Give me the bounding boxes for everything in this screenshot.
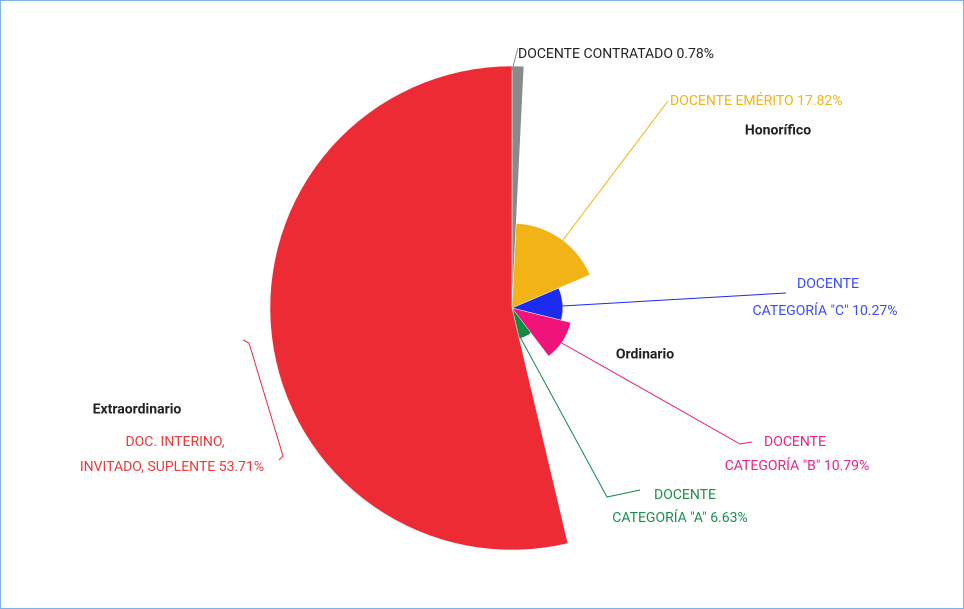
value-label: 10.27%: [852, 303, 897, 319]
leader-line: [511, 47, 519, 71]
value-label: 53.71%: [219, 459, 264, 475]
slice: [511, 223, 591, 309]
value-label: 0.78%: [676, 46, 714, 62]
label-name: DOCENTE EMÉRITO: [670, 91, 794, 109]
slice-label: INVITADO, SUPLENTE 53.71%: [80, 459, 264, 475]
slice-label: DOCENTE: [654, 487, 716, 503]
label-name: DOCENTE: [764, 434, 826, 450]
group-label: Honorífico: [745, 123, 811, 139]
slice: [269, 65, 569, 551]
slice-label: DOCENTE EMÉRITO 17.82%: [670, 91, 843, 109]
value-label: 10.79%: [824, 458, 869, 474]
label-name: DOCENTE: [797, 276, 859, 292]
leader-line: [518, 334, 641, 498]
value-label: 17.82%: [797, 93, 842, 109]
slice: [511, 307, 572, 357]
label-name: DOCENTE: [654, 487, 716, 503]
label-name: DOC. INTERINO,: [125, 434, 224, 450]
leader-line: [559, 100, 669, 245]
label-name: CATEGORÍA "C": [753, 301, 849, 319]
slice-label: DOCENTE CONTRATADO 0.78%: [518, 46, 714, 62]
leader-line: [552, 337, 753, 445]
slice-label: DOCENTE: [797, 276, 859, 292]
label-name: INVITADO, SUPLENTE: [80, 459, 215, 475]
group-label: Extraordinario: [93, 402, 182, 418]
label-name: DOCENTE CONTRATADO: [518, 46, 673, 62]
leader-line: [242, 339, 284, 461]
leader-line: [561, 292, 787, 307]
slice-label: CATEGORÍA "B" 10.79%: [725, 456, 870, 474]
group-label: Ordinario: [616, 347, 674, 363]
slice-label: CATEGORÍA "A" 6.63%: [612, 508, 748, 526]
label-name: CATEGORÍA "B": [725, 456, 821, 474]
label-name: CATEGORÍA "A": [612, 508, 706, 526]
slice-label: DOCENTE: [764, 434, 826, 450]
slice-label: DOC. INTERINO,: [125, 434, 224, 450]
value-label: 6.63%: [710, 510, 748, 526]
slice-label: CATEGORÍA "C" 10.27%: [753, 301, 898, 319]
